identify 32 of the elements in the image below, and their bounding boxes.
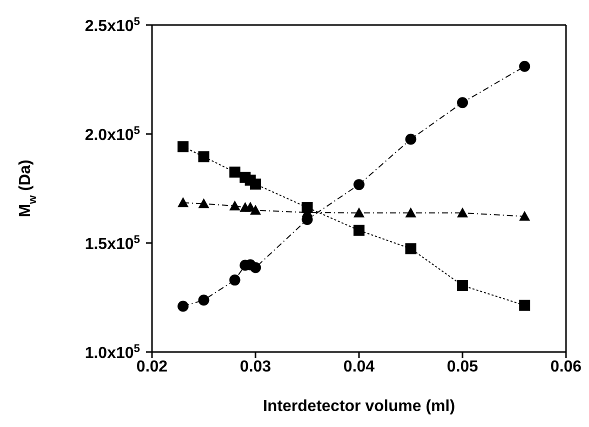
x-tick-label: 0.03 bbox=[240, 358, 272, 376]
point bbox=[198, 198, 210, 208]
point bbox=[178, 197, 189, 208]
point bbox=[250, 262, 261, 274]
x-tick-label: 0.05 bbox=[446, 358, 478, 376]
point bbox=[405, 134, 416, 145]
x-tick-label: 0.04 bbox=[343, 358, 375, 376]
point bbox=[198, 294, 210, 306]
y-tick-label: 1.5x10$^{5}$ bbox=[84, 234, 140, 253]
point bbox=[519, 60, 530, 72]
point bbox=[354, 179, 364, 190]
y-tick-label: 2.5x10$^{5}$ bbox=[84, 16, 140, 35]
point bbox=[519, 300, 530, 311]
point bbox=[229, 274, 240, 286]
point bbox=[457, 207, 468, 218]
point bbox=[354, 224, 364, 236]
x-tick-label: 0.06 bbox=[550, 358, 582, 376]
x-axis-title: Interdetector volume (ml) bbox=[262, 398, 456, 415]
point bbox=[178, 300, 189, 312]
point bbox=[250, 178, 261, 190]
y-tick-label: 2.0x10$^{5}$ bbox=[84, 125, 140, 144]
point bbox=[178, 141, 189, 152]
point bbox=[229, 200, 240, 210]
point bbox=[229, 166, 240, 178]
point bbox=[198, 151, 210, 162]
point bbox=[457, 97, 468, 108]
point bbox=[354, 207, 364, 218]
point bbox=[519, 210, 530, 221]
point bbox=[250, 204, 261, 215]
point bbox=[405, 207, 416, 218]
point bbox=[457, 280, 468, 292]
point bbox=[405, 243, 416, 254]
